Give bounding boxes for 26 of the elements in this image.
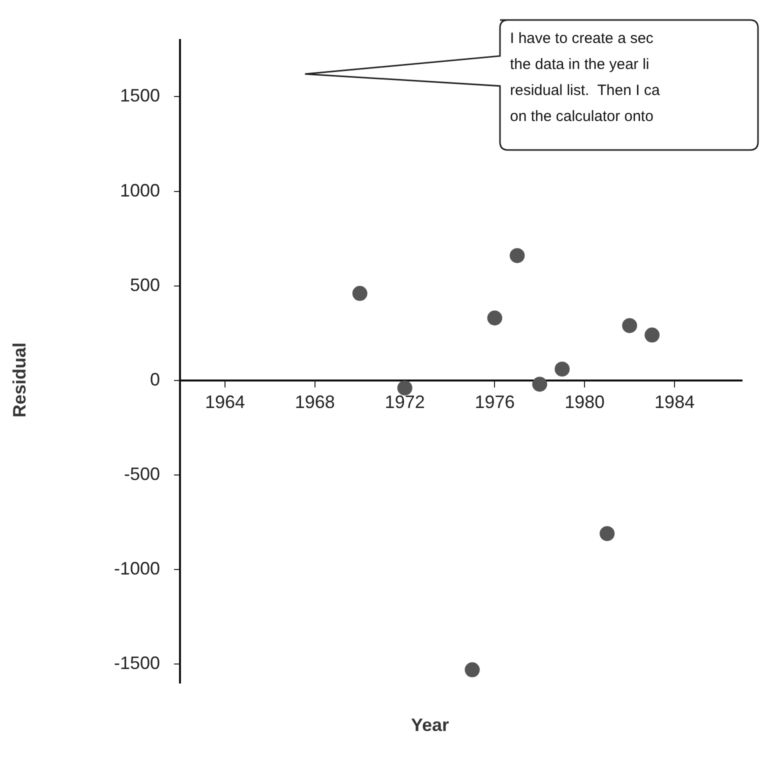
y-tick-label: 500 — [130, 274, 160, 295]
y-tick-label: -1000 — [114, 558, 160, 578]
point — [622, 318, 638, 334]
point — [532, 376, 548, 392]
point — [554, 362, 570, 377]
annotation: I have to create a sec the data in the year li residual list. Then I ca on the calculator onto — [510, 29, 661, 127]
point — [487, 310, 502, 326]
y-axis-title: Residual — [10, 342, 30, 418]
x-axis-title: Year — [410, 715, 450, 736]
point — [397, 380, 412, 396]
y-tick-label: 1500 — [120, 86, 160, 106]
x-tick-label: 1968 — [294, 392, 335, 412]
x-tick-label: 1964 — [204, 392, 246, 412]
y-tick-label: 1000 — [120, 180, 160, 200]
y-tick-label: 0 — [150, 369, 160, 390]
x-tick-label: 1972 — [384, 392, 425, 412]
x-tick-label: 1976 — [474, 392, 515, 412]
point — [600, 526, 615, 542]
point — [464, 662, 480, 678]
x-tick-label: 1980 — [564, 392, 605, 412]
point — [644, 328, 660, 343]
y-tick-label: -1500 — [114, 653, 160, 674]
point — [352, 286, 368, 301]
x-tick-label: 1984 — [654, 392, 695, 412]
y-tick-label: -500 — [124, 464, 160, 484]
point — [510, 248, 525, 264]
